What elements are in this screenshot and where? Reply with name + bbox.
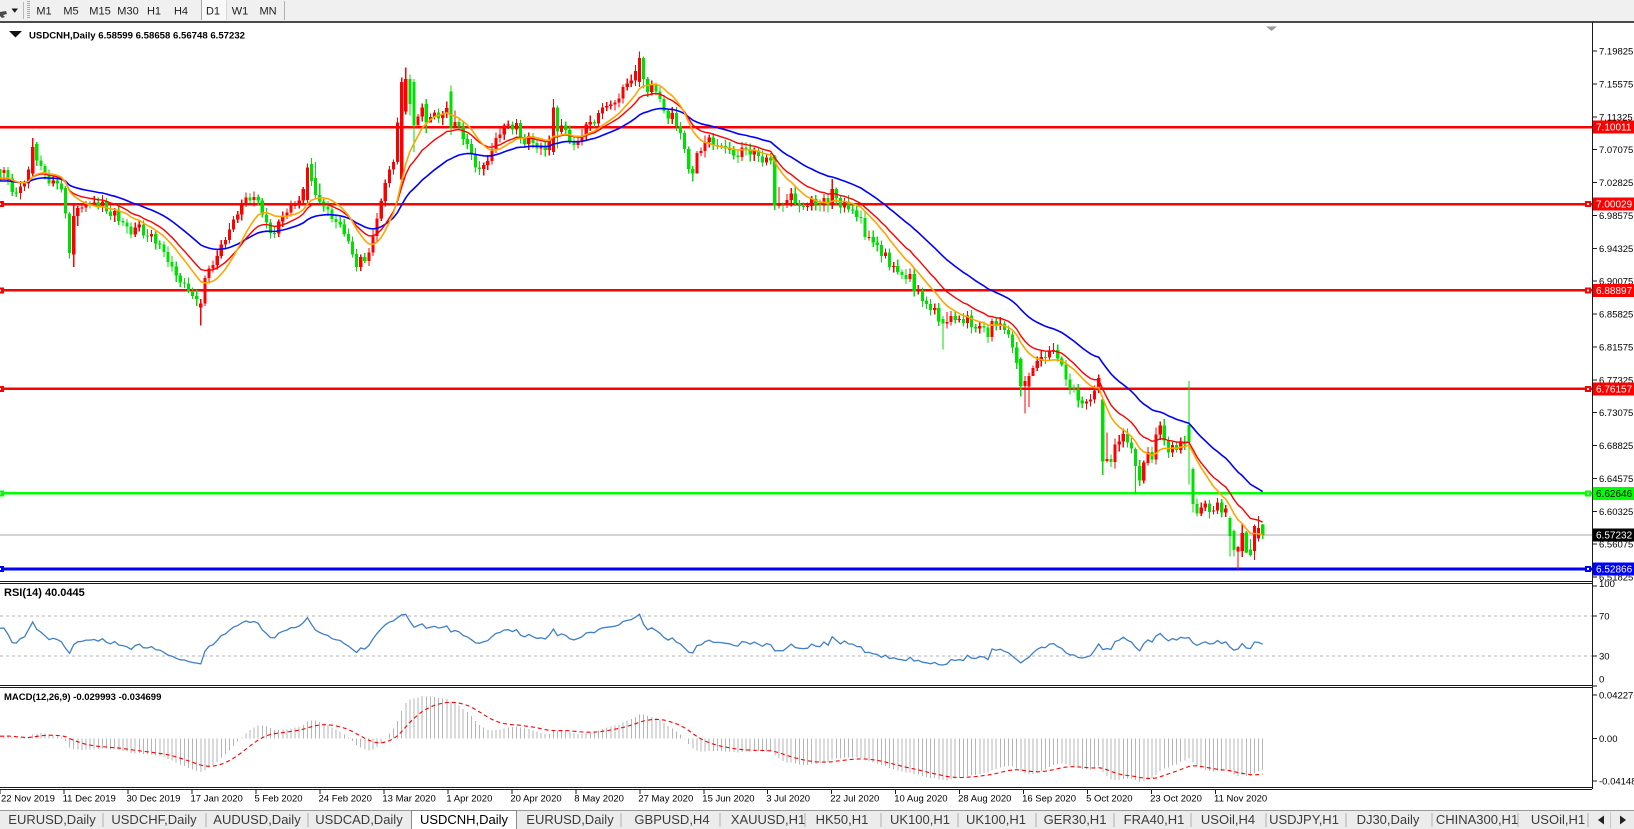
svg-text:6.51825: 6.51825	[1599, 573, 1633, 584]
svg-text:W1: W1	[232, 6, 249, 18]
svg-text:15 Jun 2020: 15 Jun 2020	[702, 794, 754, 805]
svg-text:6.62646: 6.62646	[1596, 489, 1633, 500]
svg-text:0.00: 0.00	[1599, 734, 1618, 745]
svg-text:AUDUSD,Daily: AUDUSD,Daily	[213, 812, 301, 827]
svg-text:USDCHF,Daily: USDCHF,Daily	[111, 812, 197, 827]
svg-text:27 May 2020: 27 May 2020	[638, 794, 693, 805]
svg-text:23 Oct 2020: 23 Oct 2020	[1150, 794, 1202, 805]
svg-text:5 Feb 2020: 5 Feb 2020	[255, 794, 303, 805]
svg-text:USOil,H4: USOil,H4	[1201, 812, 1255, 827]
svg-text:6.56075: 6.56075	[1599, 540, 1633, 551]
svg-text:22 Nov 2019: 22 Nov 2019	[1, 794, 55, 805]
svg-text:1 Apr 2020: 1 Apr 2020	[446, 794, 492, 805]
svg-text:6.76157: 6.76157	[1596, 384, 1633, 395]
svg-text:M15: M15	[89, 6, 110, 18]
svg-text:MN: MN	[259, 6, 276, 18]
svg-text:USOil,H1: USOil,H1	[1531, 812, 1585, 827]
svg-text:0: 0	[1599, 675, 1604, 686]
svg-text:100: 100	[1599, 579, 1615, 590]
svg-text:6.52866: 6.52866	[1596, 565, 1633, 576]
svg-text:6.60325: 6.60325	[1599, 507, 1633, 518]
svg-text:UK100,H1: UK100,H1	[966, 812, 1026, 827]
svg-text:24 Feb 2020: 24 Feb 2020	[319, 794, 372, 805]
svg-text:6.85825: 6.85825	[1599, 310, 1633, 321]
svg-text:H4: H4	[174, 6, 188, 18]
svg-text:CHINA300,H1: CHINA300,H1	[1436, 812, 1518, 827]
svg-text:6.57232: 6.57232	[1596, 531, 1633, 542]
svg-text:7.02825: 7.02825	[1599, 178, 1633, 189]
svg-text:6.77325: 6.77325	[1599, 375, 1633, 386]
svg-text:M30: M30	[117, 6, 138, 18]
svg-text:7.10011: 7.10011	[1596, 123, 1632, 134]
svg-text:8 May 2020: 8 May 2020	[574, 794, 624, 805]
svg-text:30: 30	[1599, 652, 1610, 663]
svg-text:USDCNH,Daily 6.58599 6.58658: USDCNH,Daily 6.58599 6.58658 6.56748 6.5…	[29, 31, 245, 42]
svg-text:USDJPY,H1: USDJPY,H1	[1269, 812, 1339, 827]
svg-text:HK50,H1: HK50,H1	[816, 812, 869, 827]
svg-text:17 Jan 2020: 17 Jan 2020	[191, 794, 243, 805]
svg-text:6.81575: 6.81575	[1599, 343, 1633, 354]
svg-text:USDCAD,Daily: USDCAD,Daily	[315, 812, 403, 827]
svg-text:7.11325: 7.11325	[1599, 112, 1633, 123]
svg-text:XAUUSD,H1: XAUUSD,H1	[731, 812, 805, 827]
svg-text:EURUSD,Daily: EURUSD,Daily	[526, 812, 614, 827]
svg-text:0.042275: 0.042275	[1599, 691, 1634, 702]
svg-text:7.00029: 7.00029	[1596, 200, 1633, 211]
svg-text:70: 70	[1599, 612, 1610, 623]
svg-text:GER30,H1: GER30,H1	[1044, 812, 1107, 827]
svg-text:5 Oct 2020: 5 Oct 2020	[1086, 794, 1132, 805]
svg-text:D1: D1	[206, 6, 220, 18]
svg-text:7.19825: 7.19825	[1599, 47, 1633, 58]
svg-text:11 Nov 2020: 11 Nov 2020	[1214, 794, 1267, 805]
svg-text:-0.04148: -0.04148	[1599, 777, 1634, 788]
svg-text:6.64575: 6.64575	[1599, 474, 1633, 485]
svg-text:20 Apr 2020: 20 Apr 2020	[510, 794, 561, 805]
svg-text:RSI(14) 40.0445: RSI(14) 40.0445	[4, 587, 85, 599]
svg-text:6.73075: 6.73075	[1599, 408, 1633, 419]
svg-text:6.88897: 6.88897	[1596, 286, 1633, 297]
svg-text:FRA40,H1: FRA40,H1	[1124, 812, 1185, 827]
svg-text:13 Mar 2020: 13 Mar 2020	[382, 794, 435, 805]
svg-text:GBPUSD,H4: GBPUSD,H4	[634, 812, 709, 827]
svg-text:6.90075: 6.90075	[1599, 277, 1633, 288]
svg-text:11 Dec 2019: 11 Dec 2019	[63, 794, 116, 805]
svg-text:DJ30,Daily: DJ30,Daily	[1357, 812, 1420, 827]
svg-text:H1: H1	[147, 6, 161, 18]
svg-text:6.94325: 6.94325	[1599, 244, 1633, 255]
svg-text:30 Dec 2019: 30 Dec 2019	[127, 794, 181, 805]
svg-text:3 Jul 2020: 3 Jul 2020	[766, 794, 810, 805]
svg-text:28 Aug 2020: 28 Aug 2020	[958, 794, 1011, 805]
svg-text:10 Aug 2020: 10 Aug 2020	[894, 794, 947, 805]
svg-text:6.98575: 6.98575	[1599, 211, 1633, 222]
svg-text:M1: M1	[36, 6, 51, 18]
svg-text:UK100,H1: UK100,H1	[890, 812, 950, 827]
svg-text:MACD(12,26,9) -0.029993 -0.034: MACD(12,26,9) -0.029993 -0.034699	[4, 692, 161, 703]
svg-text:M5: M5	[63, 6, 78, 18]
svg-text:16 Sep 2020: 16 Sep 2020	[1022, 794, 1076, 805]
svg-text:7.07075: 7.07075	[1599, 145, 1633, 156]
svg-text:22 Jul 2020: 22 Jul 2020	[830, 794, 879, 805]
svg-text:6.68825: 6.68825	[1599, 441, 1633, 452]
svg-text:7.15575: 7.15575	[1599, 80, 1633, 91]
svg-text:EURUSD,Daily: EURUSD,Daily	[8, 812, 96, 827]
svg-text:USDCNH,Daily: USDCNH,Daily	[420, 812, 509, 827]
